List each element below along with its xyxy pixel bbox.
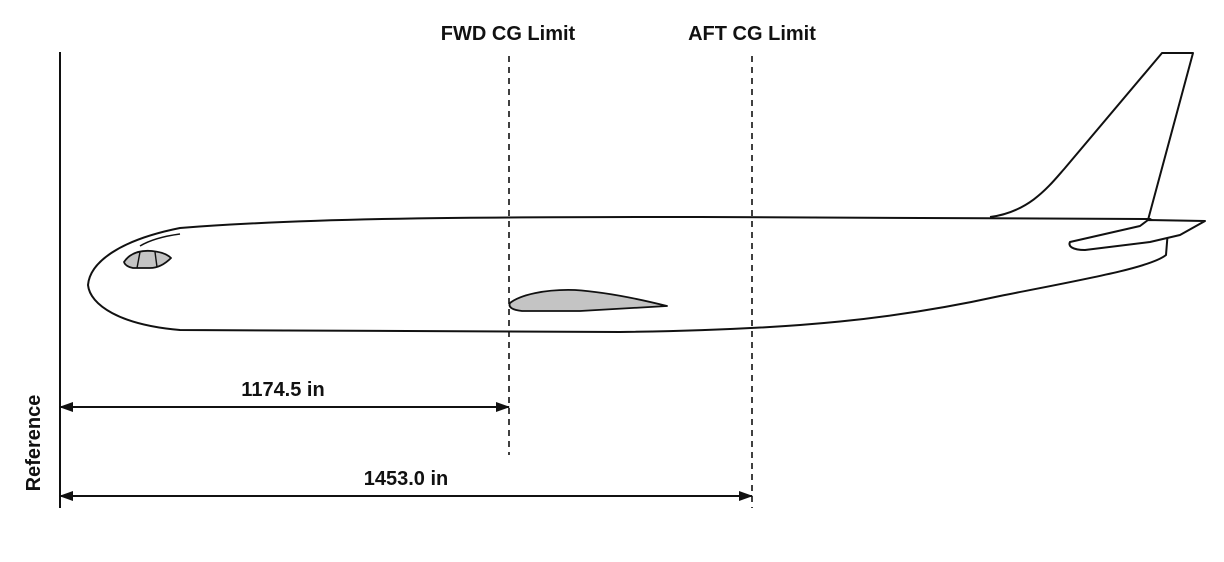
aircraft-silhouette xyxy=(87,52,1206,333)
vertical-tail xyxy=(989,52,1194,221)
cockpit-window-frame xyxy=(154,251,158,268)
windshield-brow xyxy=(139,233,181,247)
cockpit-window xyxy=(123,249,172,269)
reference-label: Reference xyxy=(23,395,45,492)
fwd-dimension-label: 1174.5 in xyxy=(241,379,324,401)
cockpit-window-frame xyxy=(136,251,141,269)
wing xyxy=(508,289,668,312)
fwd-cg-limit-label: FWD CG Limit xyxy=(441,23,576,45)
aft-cg-limit-label: AFT CG Limit xyxy=(688,23,816,45)
aft-dimension-label: 1453.0 in xyxy=(364,468,449,490)
fuselage xyxy=(87,216,1169,333)
horizontal-stabilizer xyxy=(1068,219,1206,251)
